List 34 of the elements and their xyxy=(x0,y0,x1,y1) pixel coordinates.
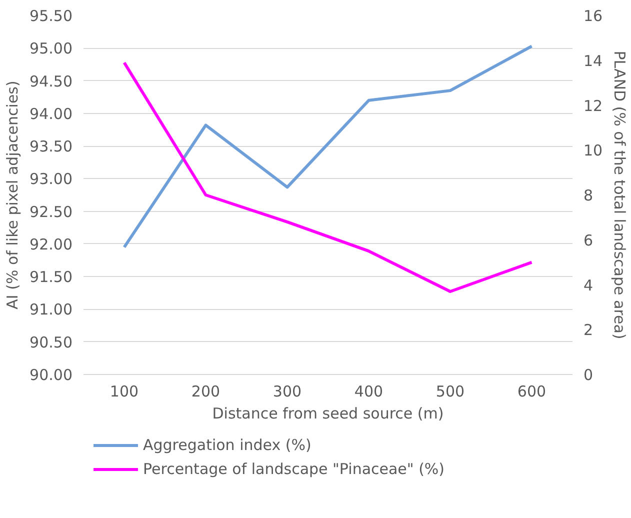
y2-tick-label: 14 xyxy=(584,52,603,70)
y2-tick-label: 0 xyxy=(584,366,594,384)
y-tick-label: 95.00 xyxy=(30,40,73,58)
y-tick-label: 90.00 xyxy=(30,366,73,384)
legend-label: Aggregation index (%) xyxy=(143,436,312,454)
line-series xyxy=(122,44,534,249)
y2-tick-label: 12 xyxy=(584,96,603,115)
y-tick-label: 91.50 xyxy=(30,268,73,286)
x-tick-label: 600 xyxy=(517,382,546,400)
y-tick-label: 90.50 xyxy=(30,333,73,352)
y-tick-label: 92.50 xyxy=(30,202,73,221)
y2-tick-label: 8 xyxy=(584,186,594,204)
x-tick-label: 500 xyxy=(436,382,465,400)
y2-tick-label: 4 xyxy=(584,276,594,294)
y-tick-label: 95.50 xyxy=(30,7,73,25)
y-axis-title: AI (% of like pixel adjacencies) xyxy=(4,80,22,310)
x-tick-label: 400 xyxy=(354,382,384,400)
y2-tick-label: 10 xyxy=(584,142,603,160)
y2-axis-title: PLAND (% of the total landscape area) xyxy=(610,50,629,340)
x-tick-label: 100 xyxy=(110,382,139,400)
y2-tick-label: 6 xyxy=(584,231,594,250)
legend-label: Percentage of landscape "Pinaceae" (%) xyxy=(143,460,445,478)
x-tick-label: 300 xyxy=(272,382,302,400)
y-tick-label: 91.00 xyxy=(30,300,73,319)
y-tick-label: 92.00 xyxy=(30,235,73,254)
y2-tick-label: 16 xyxy=(584,7,603,25)
line-series xyxy=(122,61,534,293)
y-tick-label: 93.00 xyxy=(30,170,73,188)
y-tick-label: 93.50 xyxy=(30,138,73,156)
y-tick-label: 94.00 xyxy=(30,104,73,123)
y-tick-label: 94.50 xyxy=(30,72,73,90)
x-tick-label: 200 xyxy=(191,382,220,400)
x-axis-title: Distance from seed source (m) xyxy=(212,404,444,422)
y2-tick-label: 2 xyxy=(584,321,594,340)
